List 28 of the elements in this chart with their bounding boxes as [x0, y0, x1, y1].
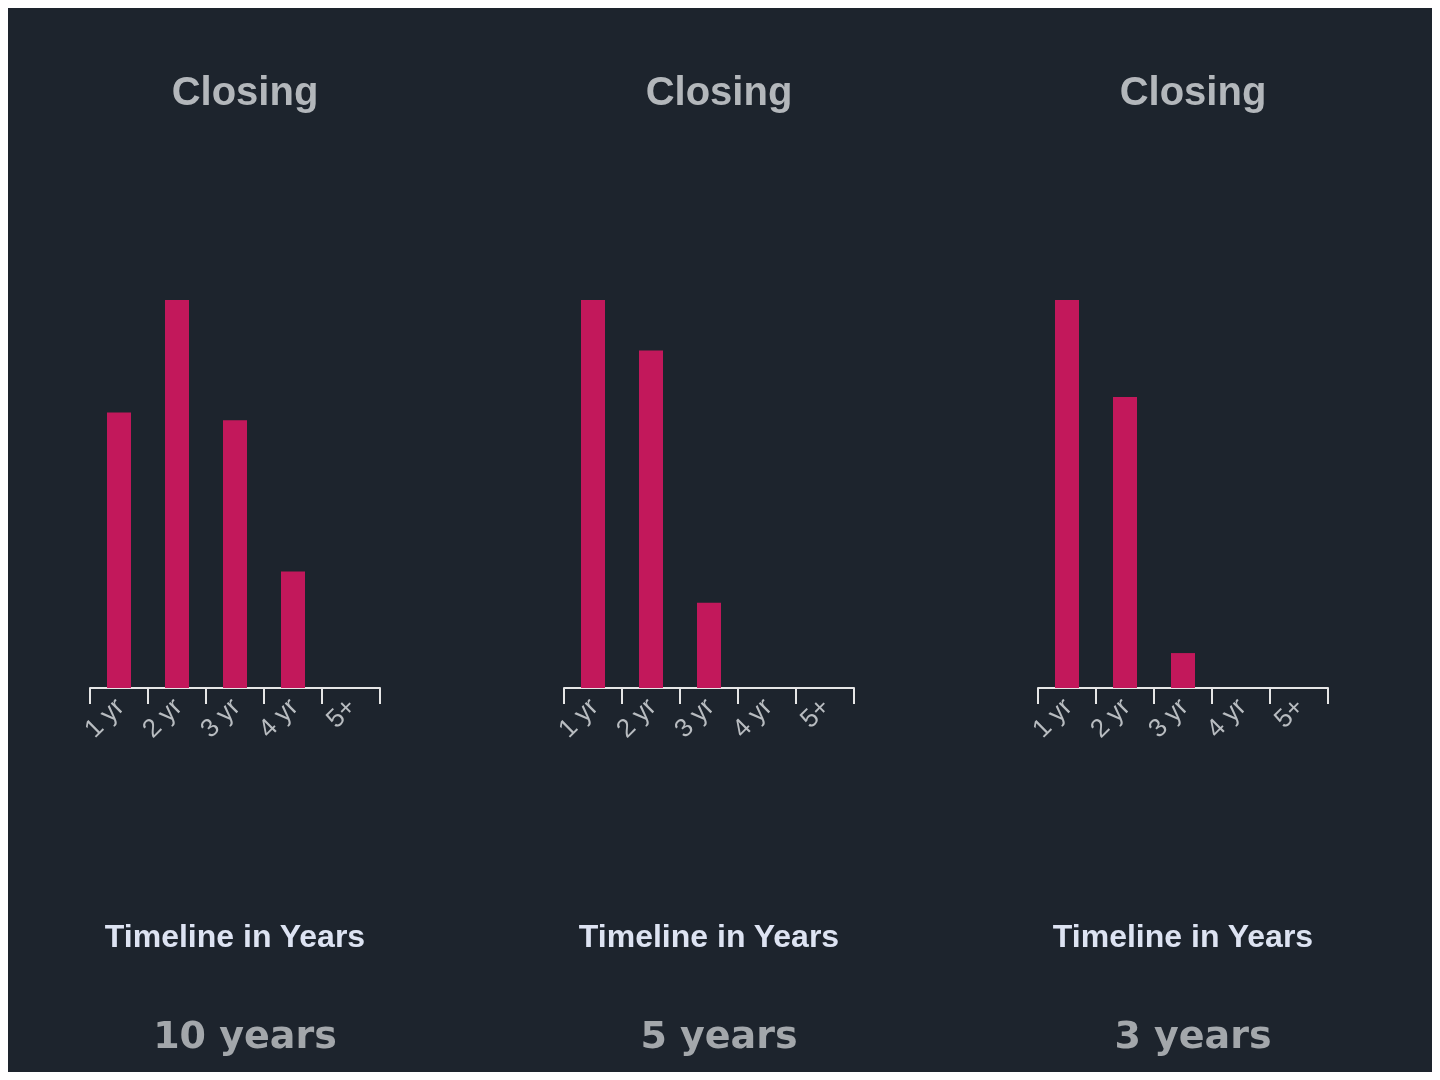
x-tick-label: 4 yr — [1199, 691, 1252, 744]
bar — [223, 420, 247, 688]
x-tick-label: 3 yr — [1141, 691, 1194, 744]
x-tick-label: 1 yr — [551, 691, 604, 744]
text: 5 years — [640, 1013, 798, 1057]
x-tick-label: 2 yr — [609, 691, 662, 744]
text: 3 years — [1114, 1013, 1272, 1057]
x-tick-label: 3 yr — [193, 691, 246, 744]
x-tick-label: 2 yr — [135, 691, 188, 744]
x-axis-title: Timeline in Years — [578, 918, 840, 954]
x-tick-label: 5+ — [319, 691, 362, 734]
bar — [281, 571, 305, 688]
x-axis-title: Timeline in Years — [1052, 918, 1314, 954]
chart-title: Closing — [645, 69, 793, 113]
x-tick-label: 2 yr — [1083, 691, 1136, 744]
x-tick-label: 4 yr — [251, 691, 304, 744]
x-axis-title: Timeline in Years — [104, 918, 366, 954]
text: 10 years — [153, 1013, 337, 1057]
chart-title: Closing — [1119, 69, 1267, 113]
x-tick-label: 1 yr — [77, 691, 130, 744]
chart-title: Closing — [171, 69, 319, 113]
x-tick-label: 3 yr — [667, 691, 720, 744]
x-tick-label: 4 yr — [725, 691, 778, 744]
x-tick-label: 5+ — [793, 691, 836, 734]
bar — [165, 300, 189, 688]
x-tick-label: 1 yr — [1025, 691, 1078, 744]
x-tick-label: 5+ — [1267, 691, 1310, 734]
bar — [107, 412, 131, 688]
